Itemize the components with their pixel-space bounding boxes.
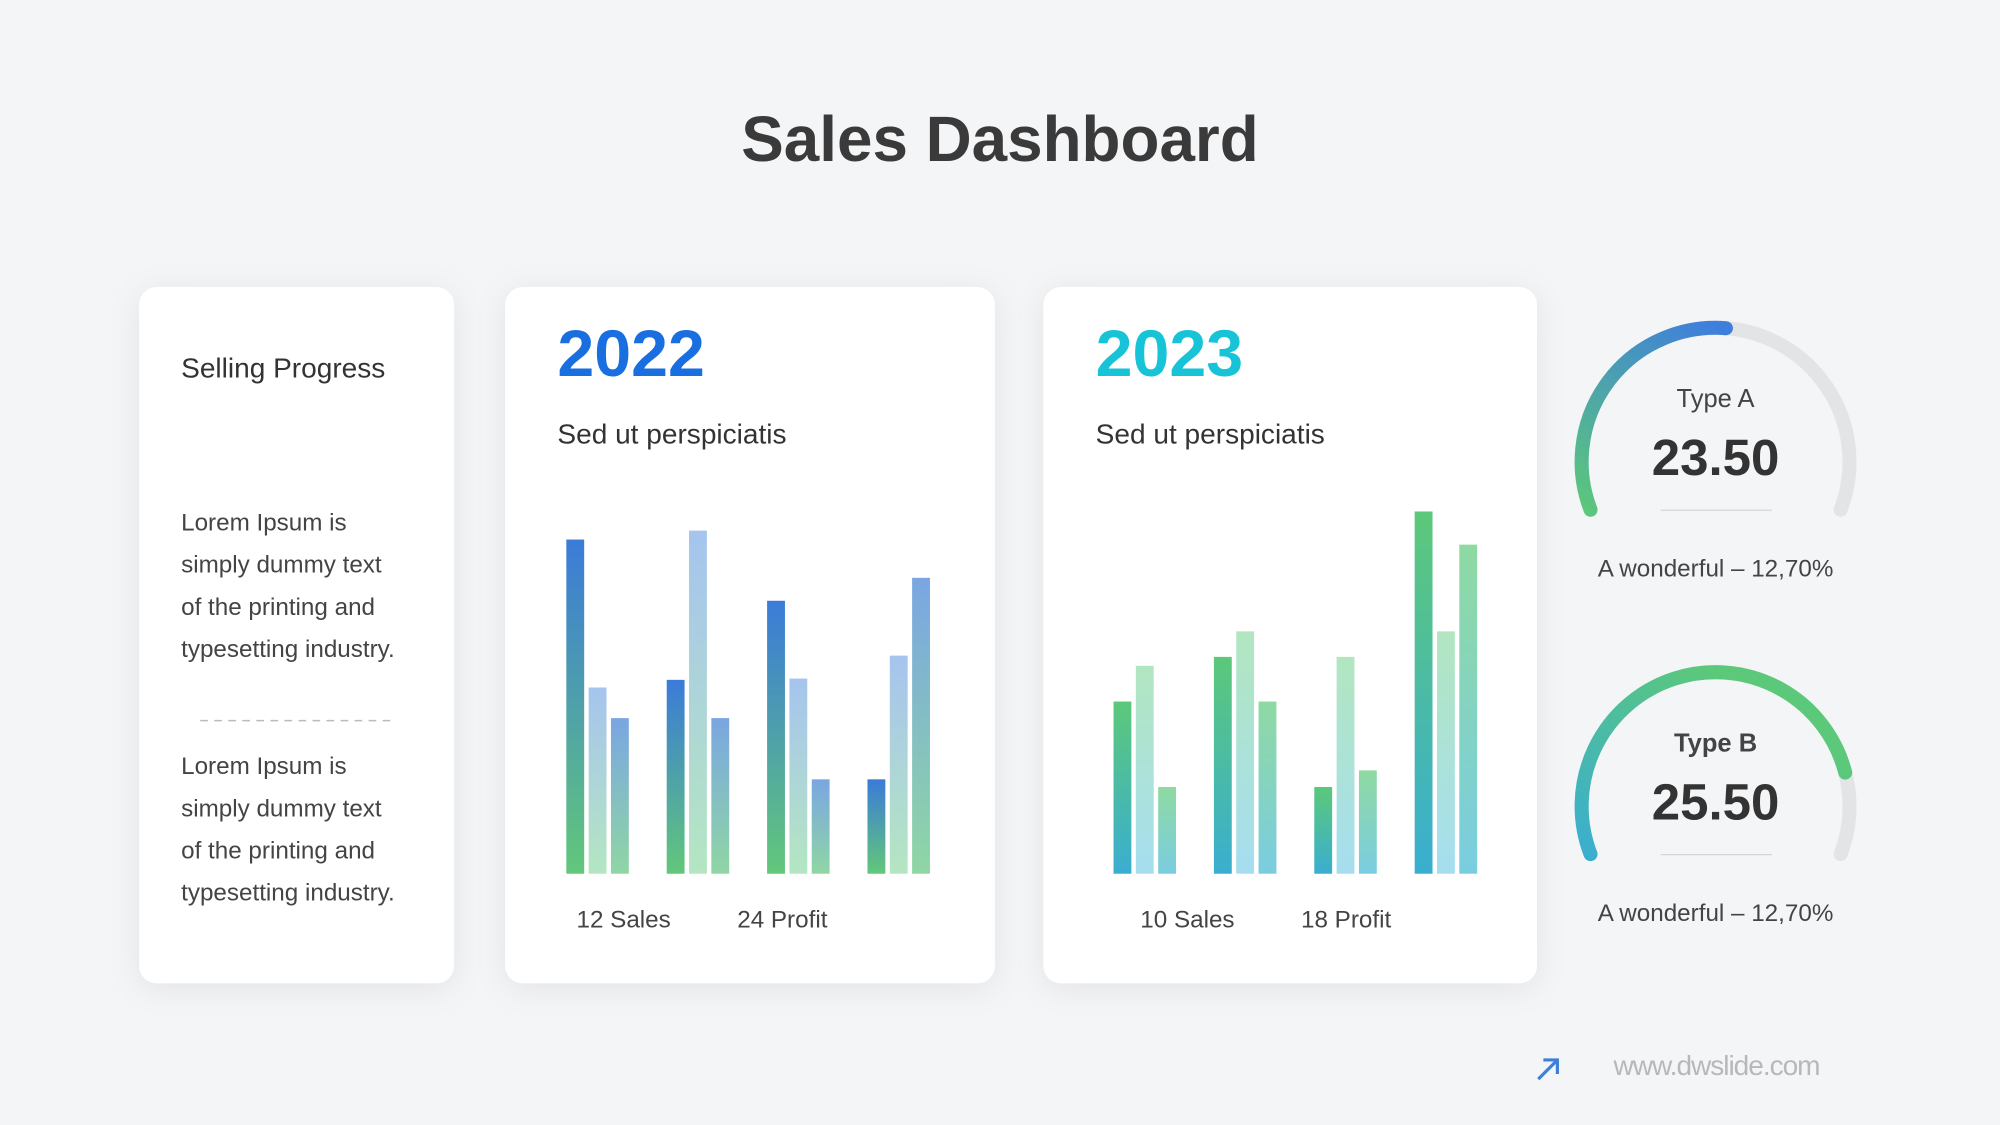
bar xyxy=(1459,544,1478,874)
gauge-arc xyxy=(1574,665,1853,862)
paragraph-line: Lorem Ipsum is xyxy=(181,753,347,780)
card xyxy=(139,286,455,984)
paragraph-line: simply dummy text xyxy=(181,552,382,579)
bar xyxy=(689,530,707,874)
paragraph-line: of the printing and xyxy=(181,837,375,864)
bar xyxy=(811,779,830,874)
paragraph-line: of the printing and xyxy=(181,594,375,621)
gauge-label: Type A xyxy=(1677,385,1755,413)
bar xyxy=(867,779,886,874)
gauge-label: Type B xyxy=(1674,730,1757,758)
gauge-caption: A wonderful – 12,70% xyxy=(1598,556,1834,583)
gauge-caption: A wonderful – 12,70% xyxy=(1598,900,1834,927)
bar xyxy=(1314,786,1333,874)
bar xyxy=(1258,701,1277,874)
paragraph-line: typesetting industry. xyxy=(181,636,395,663)
bar xyxy=(1113,701,1132,874)
bar xyxy=(1414,511,1433,874)
chart-subtitle: Sed ut perspiciatis xyxy=(557,419,786,450)
bar-caption: 18 Profit xyxy=(1301,906,1391,933)
arrow-icon xyxy=(1537,1058,1559,1081)
bar xyxy=(610,718,629,874)
title: Sales Dashboard xyxy=(741,103,1258,175)
bar xyxy=(666,679,685,874)
bar xyxy=(1213,656,1232,874)
card-heading: Selling Progress xyxy=(181,352,385,383)
bar-caption: 24 Profit xyxy=(737,906,827,933)
bar xyxy=(1436,631,1455,874)
year-title: 2022 xyxy=(557,317,705,391)
bar xyxy=(889,655,908,874)
bar xyxy=(1358,770,1377,874)
chart-subtitle: Sed ut perspiciatis xyxy=(1096,419,1325,450)
bar xyxy=(789,678,808,874)
bar xyxy=(1236,631,1255,874)
paragraph-line: simply dummy text xyxy=(181,795,382,822)
gauge-arc xyxy=(1574,320,1733,517)
bar xyxy=(1336,656,1355,874)
bar xyxy=(711,718,730,874)
bar xyxy=(912,577,930,874)
gauge-value: 25.50 xyxy=(1652,774,1780,831)
year-title: 2023 xyxy=(1096,317,1244,391)
footer: www.dwslide.com xyxy=(1613,1050,1820,1081)
bar xyxy=(588,687,607,874)
paragraph-line: typesetting industry. xyxy=(181,880,395,907)
bar-caption: 10 Sales xyxy=(1140,906,1234,933)
bar xyxy=(566,539,585,874)
bar xyxy=(1158,786,1177,874)
bar xyxy=(1135,665,1154,874)
gauge-value: 23.50 xyxy=(1652,429,1780,486)
paragraph-line: Lorem Ipsum is xyxy=(181,510,347,537)
bar xyxy=(767,600,785,874)
bar-caption: 12 Sales xyxy=(577,906,671,933)
